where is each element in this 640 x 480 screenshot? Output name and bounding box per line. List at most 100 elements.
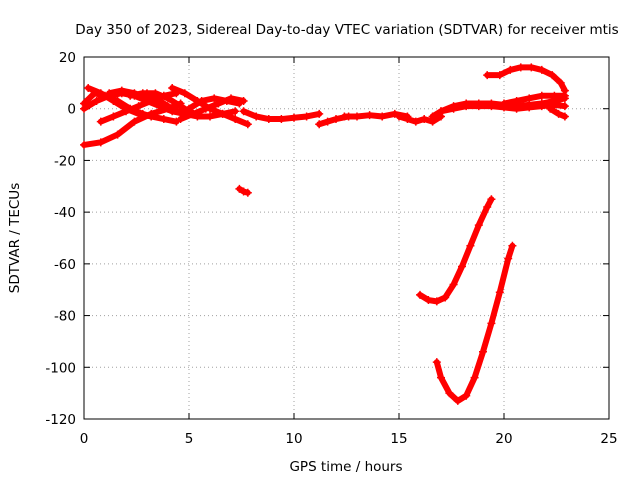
data-point (445, 389, 454, 398)
axis-ticks: 0 5 10 15 20 25 -120 -100 -80 -60 -40 -20 0 20 (45, 50, 617, 447)
data-point (495, 71, 504, 80)
y-tick-label: 0 (67, 102, 76, 118)
data-point (168, 104, 177, 113)
data-point (432, 297, 441, 306)
plot-frame (83, 56, 610, 420)
data-point (126, 91, 135, 100)
y-tick-label: -120 (45, 412, 76, 428)
y-axis-label: SDTVAR / TECUs (7, 183, 23, 293)
data-point (495, 288, 504, 297)
data-point (403, 115, 412, 124)
data-point (437, 107, 445, 116)
data-point (323, 117, 332, 126)
data-point (302, 112, 311, 121)
data-point (197, 96, 206, 105)
data-point (449, 102, 458, 111)
y-tick-label: -80 (54, 309, 76, 325)
data-point (277, 115, 286, 124)
data-point (483, 202, 492, 211)
data-point (537, 99, 546, 108)
data-point (231, 115, 240, 124)
data-point (96, 138, 105, 147)
data-point (180, 89, 189, 98)
data-series-trace (417, 196, 495, 305)
data-point (96, 89, 105, 98)
x-axis-label: GPS time / hours (289, 459, 402, 475)
data-point (483, 71, 492, 80)
data-point (264, 115, 273, 124)
data-point (164, 94, 172, 103)
data-point (560, 112, 569, 121)
data-series-trace (547, 105, 568, 120)
data-point (474, 221, 483, 230)
data-point (231, 107, 240, 116)
data-point (458, 262, 466, 271)
data-point (134, 102, 143, 111)
data-point (172, 117, 181, 126)
data-point (462, 99, 471, 108)
data-point (159, 115, 168, 124)
data-point (554, 109, 563, 118)
data-point (512, 96, 521, 105)
data-point (395, 112, 403, 121)
data-point (80, 99, 88, 108)
data-point (84, 84, 93, 93)
data-point (500, 99, 508, 108)
data-point (527, 63, 536, 72)
data-point (252, 112, 261, 121)
data-point (109, 96, 118, 105)
data-point (441, 293, 450, 302)
data-point (424, 296, 433, 305)
data-point (235, 184, 244, 193)
data-point (206, 112, 214, 121)
x-tick-label: 0 (80, 431, 89, 447)
data-point (96, 117, 105, 126)
data-point (548, 71, 557, 80)
data-point (340, 112, 349, 121)
data-point (466, 241, 475, 250)
data-point (113, 130, 122, 139)
data-point (453, 396, 462, 405)
y-tick-label: -60 (54, 257, 76, 273)
data-series-trace (484, 64, 568, 94)
data-point (550, 91, 559, 100)
data-point (155, 96, 164, 105)
data-point (134, 109, 143, 118)
data-point (432, 358, 441, 367)
data-point (487, 319, 496, 328)
data-point (487, 99, 496, 108)
x-tick-label: 20 (495, 431, 512, 447)
data-point (235, 99, 244, 108)
data-point (92, 96, 101, 105)
data-point (239, 107, 248, 116)
data-point (315, 109, 324, 118)
data-point (428, 112, 437, 121)
data-point (130, 117, 139, 126)
data-point (560, 86, 569, 95)
x-tick-label: 15 (390, 431, 407, 447)
x-tick-label: 25 (600, 431, 617, 447)
data-point (365, 111, 374, 120)
x-tick-label: 5 (185, 431, 194, 447)
chart-title: Day 350 of 2023, Sidereal Day-to-day VTE… (75, 22, 618, 38)
data-point (525, 94, 534, 103)
data-point (508, 241, 517, 250)
data-point (462, 391, 471, 400)
x-tick-label: 10 (285, 431, 302, 447)
data-point (290, 113, 298, 122)
data-point (243, 120, 252, 129)
y-tick-label: -40 (54, 205, 76, 221)
data-point (201, 104, 210, 113)
data-point (239, 96, 248, 105)
data-point (239, 187, 248, 196)
data-point (506, 65, 515, 74)
data-point (176, 115, 185, 124)
data-point (390, 109, 399, 118)
data-point (560, 102, 569, 111)
data-point (243, 188, 252, 197)
data-point (487, 195, 496, 204)
data-point (105, 89, 114, 98)
data-point (504, 254, 513, 263)
data-point (143, 89, 151, 98)
